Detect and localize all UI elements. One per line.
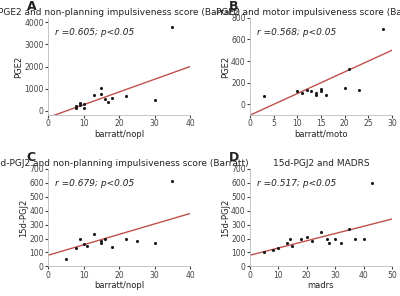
Point bbox=[80, 106, 87, 110]
Point bbox=[73, 105, 80, 110]
Text: r =0.517; p<0.05: r =0.517; p<0.05 bbox=[257, 179, 336, 188]
Point bbox=[324, 236, 330, 241]
Title: 15d-PGJ2 and non-planning impulsiveness score (Barratt): 15d-PGJ2 and non-planning impulsiveness … bbox=[0, 159, 249, 168]
X-axis label: barratt/moto: barratt/moto bbox=[294, 130, 348, 139]
Point bbox=[105, 99, 112, 104]
Point bbox=[298, 236, 304, 241]
Title: 15d-PGJ2 and MADRS: 15d-PGJ2 and MADRS bbox=[273, 159, 369, 168]
Point bbox=[299, 90, 305, 95]
Point bbox=[318, 229, 324, 234]
Title: PGE2 and non-planning impulsiveness score (Barratt): PGE2 and non-planning impulsiveness scor… bbox=[0, 8, 240, 17]
Point bbox=[322, 92, 329, 97]
Point bbox=[313, 92, 319, 97]
X-axis label: barratt/nopI: barratt/nopI bbox=[94, 281, 144, 290]
Text: C: C bbox=[27, 151, 36, 164]
X-axis label: barratt/nopI: barratt/nopI bbox=[94, 130, 144, 139]
Point bbox=[356, 88, 362, 93]
Point bbox=[77, 236, 83, 241]
Point bbox=[275, 246, 282, 251]
Point bbox=[169, 24, 176, 29]
Point bbox=[169, 179, 176, 184]
Point bbox=[360, 236, 367, 241]
Point bbox=[342, 86, 348, 91]
Point bbox=[77, 103, 83, 108]
Point bbox=[98, 92, 104, 96]
Text: r =0.679; p<0.05: r =0.679; p<0.05 bbox=[55, 179, 134, 188]
Text: D: D bbox=[228, 151, 239, 164]
Point bbox=[109, 95, 115, 100]
Point bbox=[152, 240, 158, 245]
Point bbox=[313, 90, 319, 95]
Point bbox=[346, 226, 352, 231]
Point bbox=[332, 236, 338, 241]
Point bbox=[308, 89, 315, 94]
Point bbox=[304, 88, 310, 93]
Point bbox=[98, 239, 104, 244]
Point bbox=[102, 96, 108, 101]
Point bbox=[123, 236, 129, 241]
Point bbox=[352, 236, 358, 241]
Point bbox=[134, 239, 140, 244]
Point bbox=[289, 243, 296, 248]
Point bbox=[109, 244, 115, 249]
Point bbox=[261, 250, 267, 255]
Point bbox=[80, 102, 87, 107]
Text: r =0.605; p<0.05: r =0.605; p<0.05 bbox=[55, 28, 134, 36]
Point bbox=[98, 240, 104, 245]
Point bbox=[123, 94, 129, 99]
Point bbox=[102, 236, 108, 241]
Point bbox=[284, 240, 290, 245]
Point bbox=[318, 87, 324, 92]
Point bbox=[84, 243, 90, 248]
Text: r =0.568; p<0.05: r =0.568; p<0.05 bbox=[257, 28, 336, 36]
Y-axis label: 15d-PGJ2: 15d-PGJ2 bbox=[221, 199, 230, 237]
Y-axis label: PGE2: PGE2 bbox=[14, 55, 23, 78]
Point bbox=[379, 26, 386, 31]
Text: A: A bbox=[27, 0, 36, 13]
Point bbox=[338, 240, 344, 245]
Point bbox=[304, 235, 310, 239]
Point bbox=[346, 66, 352, 71]
Point bbox=[294, 89, 300, 94]
Point bbox=[80, 242, 87, 247]
Point bbox=[91, 93, 97, 98]
Point bbox=[309, 239, 316, 244]
Point bbox=[326, 240, 333, 245]
Point bbox=[318, 89, 324, 94]
Point bbox=[62, 257, 69, 262]
Text: B: B bbox=[228, 0, 238, 13]
Point bbox=[269, 247, 276, 252]
Point bbox=[286, 236, 293, 241]
Point bbox=[261, 94, 267, 98]
Point bbox=[73, 246, 80, 251]
Point bbox=[77, 101, 83, 105]
Y-axis label: PGE2: PGE2 bbox=[221, 55, 230, 78]
Point bbox=[91, 232, 97, 237]
Point bbox=[98, 85, 104, 90]
Title: PGE2 and motor impulsiveness score (Barratt): PGE2 and motor impulsiveness score (Barr… bbox=[216, 8, 400, 17]
Y-axis label: 15d-PGJ2: 15d-PGJ2 bbox=[19, 199, 28, 237]
X-axis label: madrs: madrs bbox=[308, 281, 334, 290]
Point bbox=[73, 104, 80, 109]
Point bbox=[369, 181, 375, 185]
Point bbox=[152, 97, 158, 102]
